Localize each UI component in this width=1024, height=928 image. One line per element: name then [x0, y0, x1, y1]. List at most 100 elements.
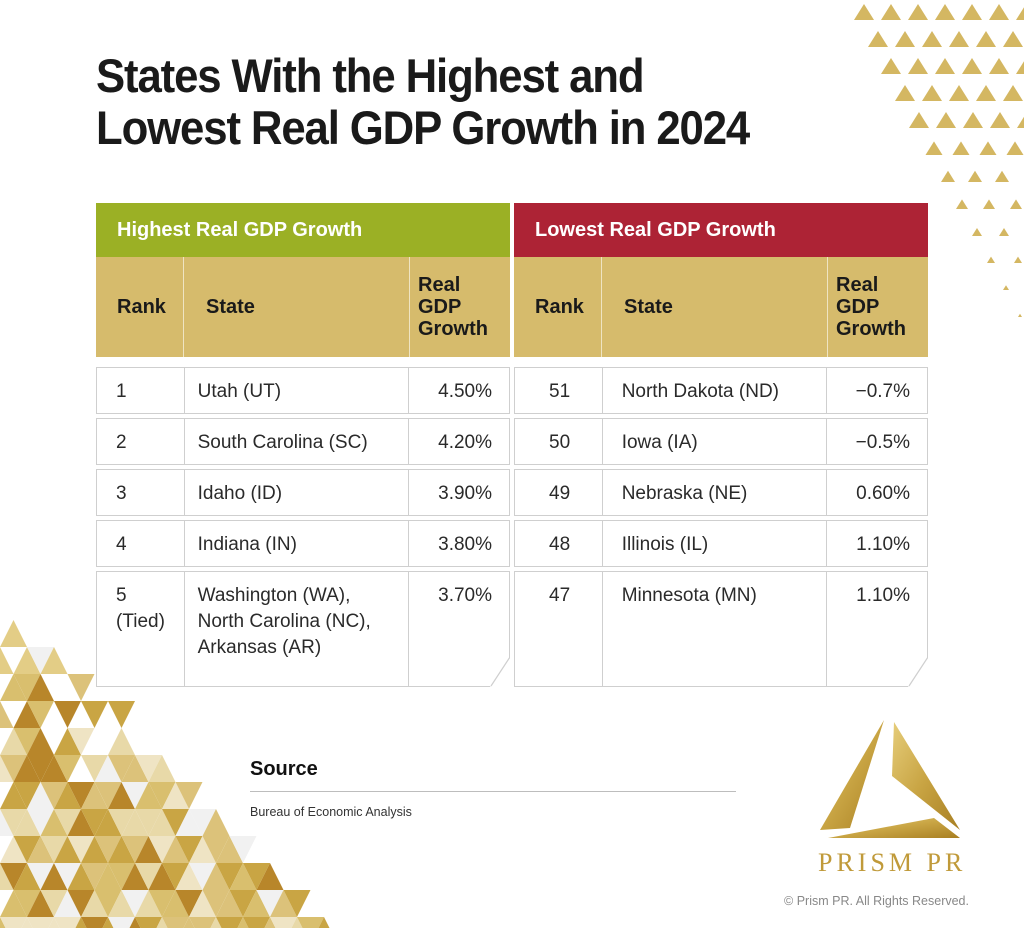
- decorative-triangle: [0, 809, 27, 836]
- growth-cell: 3.90%: [438, 483, 492, 504]
- decorative-triangle: [54, 809, 81, 836]
- decorative-triangle: [13, 890, 41, 917]
- table-row: 3 Idaho (ID) 3.90%: [96, 469, 510, 516]
- decorative-triangle: [81, 836, 108, 863]
- decorative-triangle: [40, 863, 68, 890]
- copyright-text: © Prism PR. All Rights Reserved.: [784, 894, 969, 908]
- source-text: Bureau of Economic Analysis: [250, 805, 412, 819]
- decorative-triangle: [962, 4, 982, 20]
- decorative-triangle: [54, 728, 81, 755]
- growth-cell: −0.5%: [855, 432, 910, 453]
- decorative-triangle: [216, 890, 243, 917]
- decorative-triangle: [210, 917, 222, 928]
- decorative-triangle: [1003, 31, 1023, 47]
- decorative-triangle: [189, 917, 216, 928]
- decorative-triangle: [976, 85, 996, 101]
- decorative-triangle: [881, 58, 901, 74]
- decorative-triangle: [202, 809, 230, 836]
- decorative-triangle: [13, 782, 41, 809]
- decorative-triangle: [13, 701, 41, 728]
- title-line-2: Lowest Real GDP Growth in 2024: [96, 101, 750, 154]
- decorative-triangle: [27, 863, 54, 890]
- rank-cell: 51: [515, 368, 603, 413]
- growth-cell: 0.60%: [856, 483, 910, 504]
- decorative-triangle: [229, 890, 257, 917]
- decorative-triangle: [27, 647, 54, 674]
- state-cell: Illinois (IL): [603, 521, 828, 566]
- decorative-triangle: [1003, 85, 1023, 101]
- decorative-triangle: [135, 755, 162, 782]
- decorative-triangle: [27, 728, 54, 755]
- decorative-triangle: [94, 863, 122, 890]
- decorative-triangle: [0, 755, 27, 782]
- decorative-triangle: [27, 782, 54, 809]
- lowest-table-header-row: Rank State Real GDP Growth: [514, 257, 928, 357]
- rank-cell: 1: [97, 368, 185, 413]
- decorative-triangle: [13, 728, 41, 755]
- growth-cell: −0.7%: [855, 381, 910, 402]
- column-header-rank: Rank: [96, 257, 184, 357]
- decorative-triangle: [908, 58, 928, 74]
- rank-cell: 2: [97, 419, 185, 464]
- decorative-triangle: [989, 58, 1009, 74]
- rank-cell: 4: [97, 521, 185, 566]
- decorative-triangle: [895, 85, 915, 101]
- decorative-triangle: [13, 755, 41, 782]
- decorative-triangle: [94, 755, 122, 782]
- decorative-triangle: [949, 85, 969, 101]
- decorative-triangle: [908, 4, 928, 20]
- growth-cell: 3.80%: [438, 534, 492, 555]
- decorative-triangle: [1016, 61, 1024, 74]
- decorative-triangle: [318, 917, 330, 928]
- decorative-triangle: [175, 863, 203, 890]
- decorative-triangle: [135, 917, 162, 928]
- growth-cell: 1.10%: [856, 585, 910, 606]
- source-heading: Source: [250, 758, 736, 792]
- decorative-triangle: [999, 228, 1009, 236]
- decorative-triangle: [40, 809, 68, 836]
- decorative-triangle: [229, 863, 257, 890]
- column-header-state: State: [602, 257, 828, 357]
- decorative-triangle: [1017, 116, 1024, 128]
- decorative-triangle: [27, 674, 54, 701]
- decorative-triangle: [216, 917, 243, 928]
- decorative-triangle: [972, 228, 982, 236]
- decorative-triangle: [81, 755, 108, 782]
- growth-cell: 4.20%: [438, 432, 492, 453]
- decorative-triangle: [0, 782, 27, 809]
- decorative-triangle: [67, 674, 95, 701]
- decorative-triangle: [121, 809, 149, 836]
- decorative-triangle: [27, 917, 54, 928]
- decorative-triangle: [237, 917, 249, 928]
- highest-growth-table: Highest Real GDP Growth Rank State Real G…: [96, 203, 510, 691]
- decorative-triangle: [94, 782, 122, 809]
- page-fold-corner: [908, 657, 928, 687]
- lowest-growth-table: Lowest Real GDP Growth Rank State Real GD…: [514, 203, 928, 691]
- highest-table-heading: Highest Real GDP Growth: [96, 203, 510, 257]
- decorative-triangle: [135, 782, 162, 809]
- decorative-triangle: [40, 836, 68, 863]
- decorative-triangle: [75, 917, 87, 928]
- decorative-triangle: [108, 755, 135, 782]
- state-cell: South Carolina (SC): [185, 419, 410, 464]
- decorative-triangle: [968, 170, 982, 182]
- decorative-triangle: [264, 917, 276, 928]
- decorative-triangle: [81, 701, 108, 728]
- decorative-triangle: [952, 141, 970, 155]
- decorative-triangle: [297, 917, 324, 928]
- source-section: Source Bureau of Economic Analysis: [250, 758, 736, 819]
- decorative-triangle: [27, 836, 54, 863]
- decorative-triangle: [291, 917, 303, 928]
- decorative-triangle: [13, 647, 41, 674]
- rank-cell: 47: [515, 572, 603, 686]
- column-header-state: State: [184, 257, 410, 357]
- table-row: 2 South Carolina (SC) 4.20%: [96, 418, 510, 465]
- decorative-triangle: [81, 782, 108, 809]
- growth-cell: 1.10%: [856, 534, 910, 555]
- decorative-triangle: [81, 890, 108, 917]
- decorative-triangle: [54, 890, 81, 917]
- decorative-triangle: [1014, 256, 1022, 263]
- highest-table-header-row: Rank State Real GDP Growth: [96, 257, 510, 357]
- state-cell: Utah (UT): [185, 368, 410, 413]
- decorative-triangle: [0, 863, 27, 890]
